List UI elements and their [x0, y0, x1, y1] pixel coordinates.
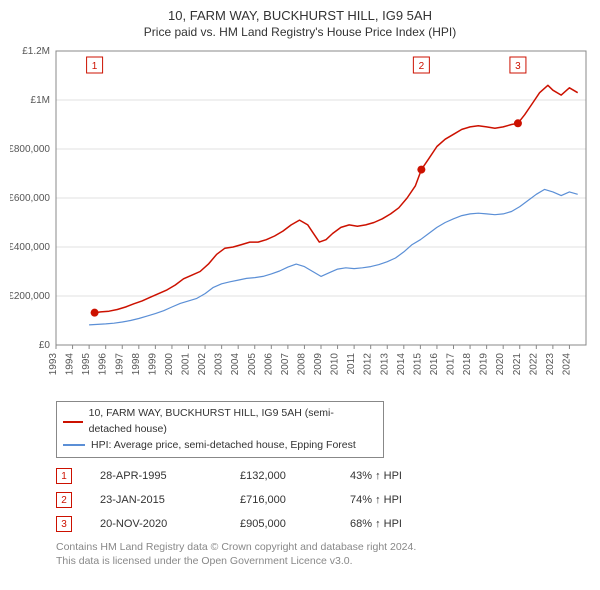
- line-chart: £0 £200,000 £400,000 £600,000 £800,000 £1M £1.…: [10, 45, 590, 395]
- svg-text:2009: 2009: [313, 353, 324, 376]
- legend-item: 10, FARM WAY, BUCKHURST HILL, IG9 5AH (s…: [63, 406, 377, 438]
- legend-label: 10, FARM WAY, BUCKHURST HILL, IG9 5AH (s…: [89, 406, 377, 438]
- svg-text:1: 1: [92, 61, 98, 72]
- svg-text:2016: 2016: [429, 353, 440, 376]
- svg-text:£1.2M: £1.2M: [22, 46, 50, 57]
- table-row: 1 28-APR-1995 £132,000 43% ↑ HPI: [56, 468, 590, 484]
- sale-date: 23-JAN-2015: [100, 494, 240, 506]
- svg-text:2004: 2004: [230, 353, 241, 376]
- chart-area: £0 £200,000 £400,000 £600,000 £800,000 £1M £1.…: [10, 45, 590, 395]
- svg-text:2010: 2010: [330, 353, 341, 376]
- sale-price: £716,000: [240, 494, 350, 506]
- legend-item: HPI: Average price, semi-detached house,…: [63, 438, 377, 454]
- svg-text:2007: 2007: [280, 353, 291, 376]
- sale-pct: 43% ↑ HPI: [350, 470, 450, 482]
- sale-price: £132,000: [240, 470, 350, 482]
- svg-text:1998: 1998: [131, 353, 142, 376]
- svg-text:2000: 2000: [164, 353, 175, 376]
- legend-label: HPI: Average price, semi-detached house,…: [91, 438, 356, 454]
- svg-text:1995: 1995: [81, 353, 92, 376]
- svg-text:2023: 2023: [545, 353, 556, 376]
- sales-table: 1 28-APR-1995 £132,000 43% ↑ HPI 2 23-JA…: [56, 468, 590, 532]
- svg-text:£200,000: £200,000: [10, 291, 50, 302]
- svg-text:2006: 2006: [263, 353, 274, 376]
- svg-text:2001: 2001: [181, 353, 192, 376]
- svg-text:1997: 1997: [114, 353, 125, 376]
- svg-text:2011: 2011: [346, 353, 357, 375]
- svg-text:£0: £0: [39, 340, 51, 351]
- svg-text:2020: 2020: [495, 353, 506, 376]
- sale-badge: 3: [56, 516, 72, 532]
- svg-text:1993: 1993: [48, 353, 59, 376]
- svg-text:2014: 2014: [396, 353, 407, 376]
- chart-legend: 10, FARM WAY, BUCKHURST HILL, IG9 5AH (s…: [56, 401, 384, 458]
- page-subtitle: Price paid vs. HM Land Registry's House …: [10, 25, 590, 39]
- svg-text:1999: 1999: [147, 353, 158, 376]
- table-row: 2 23-JAN-2015 £716,000 74% ↑ HPI: [56, 492, 590, 508]
- sale-price: £905,000: [240, 518, 350, 530]
- svg-text:2005: 2005: [247, 353, 258, 376]
- svg-text:2017: 2017: [446, 353, 457, 376]
- svg-text:2003: 2003: [214, 353, 225, 376]
- footer-line: Contains HM Land Registry data © Crown c…: [56, 540, 590, 554]
- svg-text:2021: 2021: [512, 353, 523, 376]
- svg-text:£800,000: £800,000: [10, 144, 50, 155]
- svg-text:3: 3: [515, 61, 521, 72]
- svg-text:2015: 2015: [412, 353, 423, 376]
- sale-pct: 68% ↑ HPI: [350, 518, 450, 530]
- svg-text:2008: 2008: [296, 353, 307, 376]
- page-title: 10, FARM WAY, BUCKHURST HILL, IG9 5AH: [10, 8, 590, 23]
- svg-text:2: 2: [419, 61, 425, 72]
- svg-text:£1M: £1M: [31, 95, 50, 106]
- legend-swatch: [63, 421, 83, 423]
- svg-text:£400,000: £400,000: [10, 242, 50, 253]
- legend-swatch: [63, 444, 85, 446]
- svg-text:2018: 2018: [462, 353, 473, 376]
- svg-text:2022: 2022: [528, 353, 539, 376]
- svg-text:£600,000: £600,000: [10, 193, 50, 204]
- svg-text:2002: 2002: [197, 353, 208, 376]
- sale-badge: 1: [56, 468, 72, 484]
- sale-pct: 74% ↑ HPI: [350, 494, 450, 506]
- svg-text:2024: 2024: [561, 353, 572, 376]
- svg-text:2012: 2012: [363, 353, 374, 376]
- svg-text:2013: 2013: [379, 353, 390, 376]
- svg-text:1996: 1996: [98, 353, 109, 376]
- sale-date: 20-NOV-2020: [100, 518, 240, 530]
- footer-text: Contains HM Land Registry data © Crown c…: [56, 540, 590, 568]
- sale-date: 28-APR-1995: [100, 470, 240, 482]
- footer-line: This data is licensed under the Open Gov…: [56, 554, 590, 568]
- table-row: 3 20-NOV-2020 £905,000 68% ↑ HPI: [56, 516, 590, 532]
- svg-text:2019: 2019: [479, 353, 490, 376]
- svg-text:1994: 1994: [65, 353, 76, 376]
- sale-badge: 2: [56, 492, 72, 508]
